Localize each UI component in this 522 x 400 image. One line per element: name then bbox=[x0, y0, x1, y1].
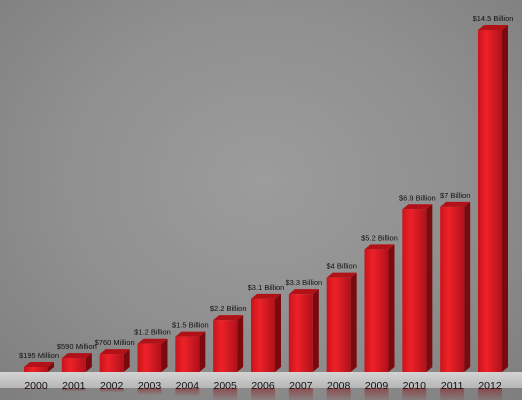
bar-top bbox=[326, 272, 357, 278]
bar-side bbox=[237, 315, 244, 372]
bar-front bbox=[326, 277, 351, 372]
bar-top bbox=[440, 201, 471, 207]
bar-front bbox=[478, 30, 502, 372]
bar-reflections bbox=[24, 388, 502, 400]
value-label: $760 Million bbox=[95, 338, 135, 347]
bar-front bbox=[251, 298, 275, 372]
bar-top bbox=[61, 353, 92, 359]
bar-reflection bbox=[24, 388, 48, 390]
bar-front bbox=[175, 336, 200, 372]
value-label: $2.2 Billion bbox=[210, 304, 247, 313]
bar-front bbox=[61, 358, 86, 372]
year-label: 2003 bbox=[138, 380, 162, 392]
value-label: $6.9 Billion bbox=[399, 193, 436, 202]
bar-side bbox=[312, 289, 319, 372]
bar-top bbox=[99, 349, 130, 355]
bar bbox=[288, 289, 319, 372]
value-labels: $195 Million$590 Million$760 Million$1.2… bbox=[19, 14, 513, 360]
bar-front bbox=[99, 354, 124, 372]
value-label: $7 Billion bbox=[440, 191, 470, 200]
year-label: 2006 bbox=[251, 380, 275, 392]
bar bbox=[364, 244, 395, 372]
year-labels: 2000 2001 2002 2003 2004 2005 2006 2007 2008 2009… bbox=[24, 380, 502, 392]
bar-side bbox=[199, 331, 206, 372]
bar-front bbox=[440, 206, 465, 372]
bar-top bbox=[251, 293, 281, 299]
baseline-band bbox=[0, 372, 522, 388]
bar-top bbox=[213, 315, 244, 321]
bar-reflection bbox=[288, 388, 313, 400]
value-label: $3.1 Billion bbox=[248, 283, 285, 292]
bar-top bbox=[402, 204, 433, 210]
bar-reflection bbox=[326, 388, 351, 400]
year-label: 2005 bbox=[213, 380, 237, 392]
bar bbox=[251, 293, 281, 372]
year-label: 2008 bbox=[327, 380, 351, 392]
bar bbox=[24, 362, 54, 372]
bar-side bbox=[161, 338, 168, 372]
bar-reflection bbox=[478, 388, 502, 400]
bar-side bbox=[85, 353, 92, 372]
bar-top bbox=[288, 289, 319, 295]
bar-reflection bbox=[99, 388, 124, 393]
bar bbox=[402, 204, 433, 372]
bar-side bbox=[388, 244, 395, 372]
bar bbox=[326, 272, 357, 372]
year-label: 2004 bbox=[176, 380, 200, 392]
bar bbox=[478, 25, 508, 372]
value-label: $1.5 Billion bbox=[172, 321, 209, 330]
bar bbox=[99, 349, 130, 372]
bar-top bbox=[24, 362, 54, 367]
value-label: $4 Billion bbox=[326, 262, 356, 271]
bar bbox=[440, 201, 471, 372]
bar-side bbox=[350, 272, 357, 372]
bar-front bbox=[364, 249, 389, 372]
bar-reflection bbox=[364, 388, 389, 400]
bar-front bbox=[213, 320, 238, 372]
bar-side bbox=[48, 362, 54, 372]
bar-top bbox=[175, 331, 206, 337]
bar-side bbox=[275, 293, 281, 372]
bar bbox=[213, 315, 244, 372]
bar-reflection bbox=[137, 388, 162, 396]
year-label: 2001 bbox=[62, 380, 86, 392]
bar-side bbox=[502, 25, 508, 372]
bar-reflection bbox=[213, 388, 238, 400]
year-label: 2007 bbox=[289, 380, 313, 392]
bar-front bbox=[24, 367, 48, 372]
bar-front bbox=[137, 343, 162, 372]
value-label: $3.3 Billion bbox=[285, 278, 322, 287]
bar bbox=[137, 338, 168, 372]
bar-side bbox=[464, 201, 471, 372]
bar-top bbox=[137, 338, 168, 344]
value-label: $14.5 Billion bbox=[473, 14, 514, 23]
year-label: 2011 bbox=[441, 380, 464, 392]
bar-reflection bbox=[175, 388, 200, 397]
bar-top bbox=[364, 244, 395, 250]
year-label: 2000 bbox=[24, 380, 48, 392]
bar-top bbox=[478, 25, 508, 30]
bar bbox=[61, 353, 92, 372]
bar-front bbox=[288, 294, 313, 372]
bar-side bbox=[123, 349, 130, 372]
bar-reflection bbox=[251, 388, 275, 400]
bar-reflection bbox=[61, 388, 86, 392]
year-label: 2009 bbox=[365, 380, 389, 392]
bar bbox=[175, 331, 206, 372]
year-label: 2012 bbox=[478, 380, 502, 392]
bar-reflection bbox=[440, 388, 465, 400]
year-label: 2010 bbox=[403, 380, 427, 392]
bar-side bbox=[426, 204, 433, 372]
value-label: $1.2 Billion bbox=[134, 328, 171, 337]
bar-reflection bbox=[402, 388, 427, 400]
value-label: $5.2 Billion bbox=[361, 233, 398, 242]
year-label: 2002 bbox=[100, 380, 124, 392]
value-label: $590 Million bbox=[57, 342, 97, 351]
value-label: $195 Million bbox=[19, 351, 59, 360]
bar-front bbox=[402, 209, 427, 372]
bars bbox=[24, 25, 508, 372]
